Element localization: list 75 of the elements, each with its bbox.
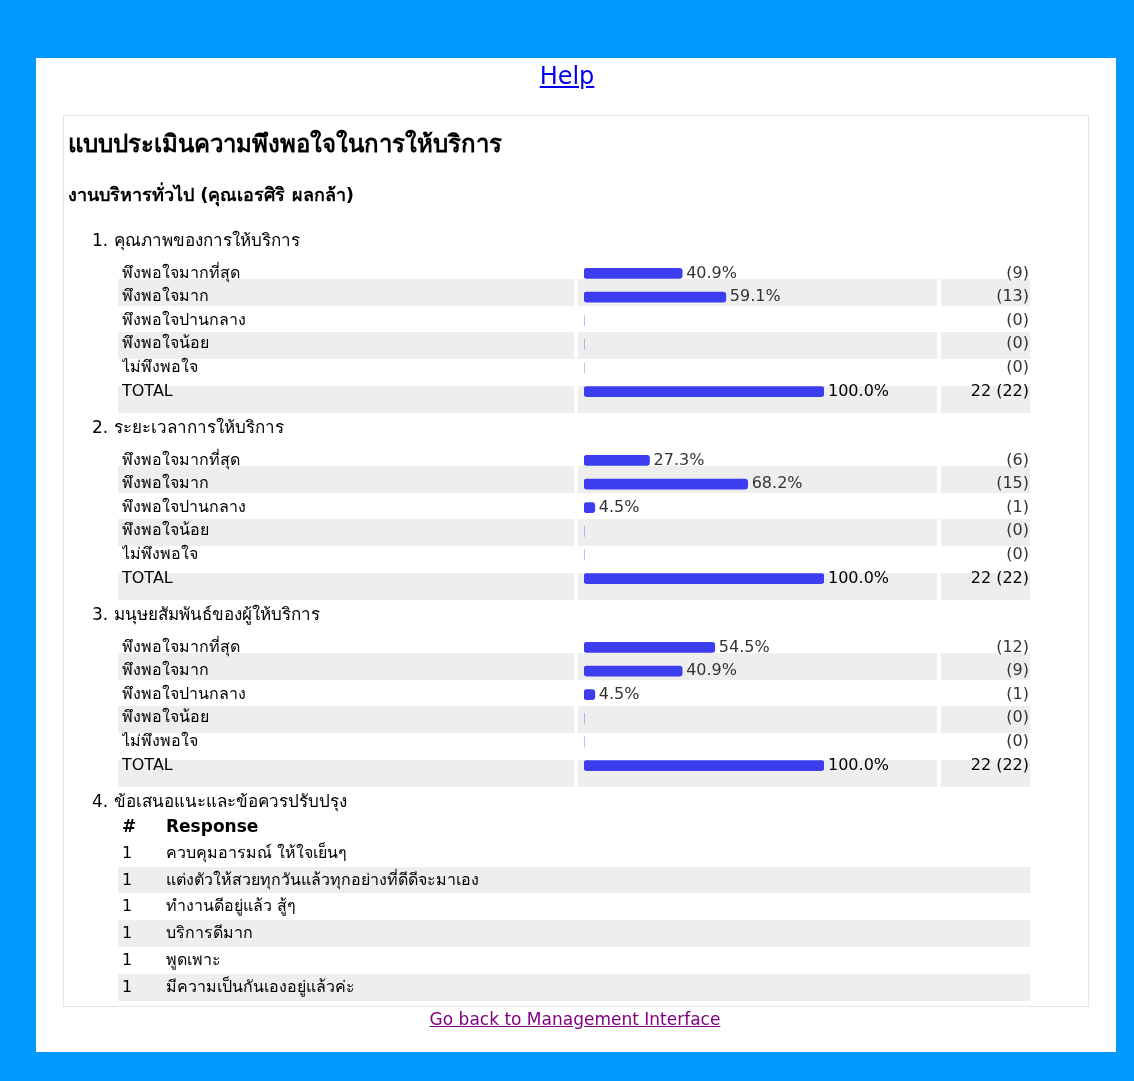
text: 3. มนุษยสัมพันธ์ของผู้ให้บริการ: [92, 603, 321, 626]
text: พูดเพาะ: [166, 949, 221, 972]
y-tick-label: พึงพอใจมากที่สุด: [122, 634, 240, 657]
data-label: 54.5%: [718, 636, 770, 656]
text: #: [122, 815, 137, 838]
text: 1: [122, 868, 133, 891]
text: 22 (22): [970, 380, 1029, 400]
y-tick-label: พึงพอใจมากที่สุด: [122, 260, 240, 283]
text: (6): [1006, 449, 1029, 469]
text: (9): [1006, 660, 1029, 680]
y-tick-label: พึงพอใจมากที่สุด: [122, 447, 240, 470]
text: 1: [122, 841, 133, 864]
y-tick-label: พึงพอใจน้อย: [122, 333, 209, 353]
text: Response: [166, 815, 259, 838]
data-label: 59.1%: [729, 286, 781, 306]
y-tick-label: TOTAL: [121, 567, 173, 587]
y-tick-label: TOTAL: [121, 380, 173, 400]
text: (0): [1006, 544, 1029, 564]
y-tick-label: TOTAL: [121, 754, 173, 774]
data-label: 100.0%: [828, 567, 890, 587]
bar: [584, 268, 683, 279]
text: งานบริหารทั่วไป (คุณเอรศิริ ผลกล้า): [68, 181, 354, 209]
bar: [584, 665, 683, 677]
data-label: 100.0%: [828, 754, 890, 774]
text: (1): [1006, 496, 1029, 516]
text: ควบคุมอารมณ์ ให้ใจเย็นๆ: [166, 841, 348, 865]
bar: [584, 291, 727, 303]
text: ทำงานดีอยู่แล้ว สู้ๆ: [166, 895, 297, 918]
text: 2. ระยะเวลาการให้บริการ: [92, 416, 285, 439]
data-label: 100.0%: [828, 380, 890, 400]
y-tick-label: พึงพอใจมาก: [122, 473, 209, 493]
y-tick-label: พึงพอใจปานกลาง: [122, 683, 246, 703]
data-label: 40.9%: [686, 262, 737, 282]
text: บริการดีมาก: [166, 922, 253, 945]
text: (0): [1006, 707, 1029, 727]
text: 1: [122, 975, 133, 998]
data-label: 40.9%: [686, 660, 737, 680]
text: (0): [1006, 309, 1029, 329]
y-tick-label: พึงพอใจน้อย: [122, 520, 209, 540]
text: (12): [996, 636, 1029, 656]
bar: [584, 573, 824, 584]
text: 22 (22): [970, 567, 1029, 587]
text: (13): [996, 286, 1029, 306]
text: (0): [1006, 731, 1029, 751]
text: 1: [122, 922, 133, 945]
text: (0): [1006, 357, 1029, 377]
text: 1: [122, 895, 133, 918]
data-label: 27.3%: [653, 449, 705, 469]
bar: [584, 455, 650, 466]
text: Help: [538, 62, 596, 90]
text: (0): [1006, 333, 1029, 353]
bar: [584, 760, 824, 771]
data-label: 68.2%: [751, 473, 803, 493]
text: (9): [1006, 262, 1029, 282]
text: (0): [1006, 520, 1029, 540]
text: แบบประเมินความพึงพอใจในการให้บริการ: [68, 128, 502, 160]
text: 1: [122, 949, 133, 972]
text: 4. ข้อเสนอแนะและข้อควรปรับปรุง: [92, 790, 348, 813]
text: 22 (22): [970, 754, 1029, 774]
data-label: 4.5%: [598, 496, 640, 516]
y-tick-label: พึงพอใจปานกลาง: [122, 309, 246, 329]
y-tick-label: พึงพอใจมาก: [122, 660, 209, 680]
data-label: 4.5%: [598, 683, 640, 703]
text: แต่งตัวให้สวยทุกวันแล้วทุกอย่างที่ดีดีจะมาเอง: [166, 868, 479, 892]
bar: [584, 386, 824, 397]
text: 1. คุณภาพของการให้บริการ: [92, 229, 301, 252]
bar: [584, 642, 716, 653]
text: (1): [1006, 683, 1029, 703]
y-tick-label: พึงพอใจมาก: [122, 286, 209, 306]
text: (15): [996, 473, 1029, 493]
bar: [584, 478, 749, 490]
y-tick-label: พึงพอใจปานกลาง: [122, 496, 246, 516]
y-tick-label: พึงพอใจน้อย: [122, 707, 209, 727]
text: มีความเป็นกันเองอยู่แล้วค่ะ: [166, 975, 355, 999]
text: Go back to Management Interface: [428, 1009, 722, 1029]
